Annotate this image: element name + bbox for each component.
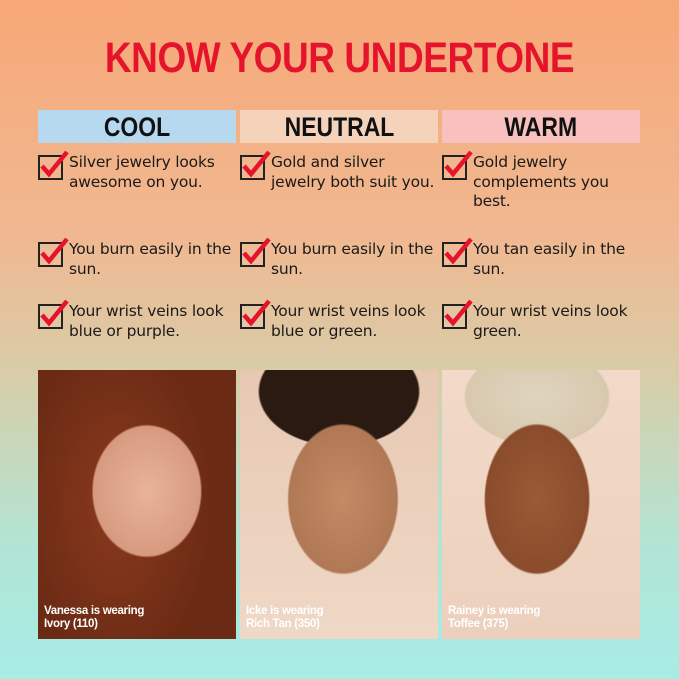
column-neutral: NEUTRAL Gold and silver jewelry both sui…: [240, 110, 438, 340]
item-text: Gold jewelry complements you best.: [473, 153, 609, 210]
column-header: NEUTRAL: [240, 110, 438, 143]
column-header-label: NEUTRAL: [284, 112, 394, 142]
photo-caption: Rainey is wearing Toffee (375): [448, 605, 540, 631]
item-text: Your wrist veins look blue or purple.: [69, 302, 224, 340]
item-text: Your wrist veins look green.: [473, 302, 628, 340]
model-photo: Icke is wearing Rich Tan (350): [240, 370, 438, 639]
list-item: Gold jewelry complements you best.: [442, 150, 642, 212]
caption-line: Icke is wearing: [246, 605, 324, 617]
column-header: WARM: [442, 110, 640, 143]
photo-caption: Vanessa is wearing Ivory (110): [44, 605, 144, 631]
checkbox-check-icon: [442, 150, 473, 180]
list-item: Gold and silver jewelry both suit you.: [240, 150, 440, 192]
list-item: Silver jewelry looks awesome on you.: [38, 150, 238, 192]
list-item: Your wrist veins look green.: [442, 299, 642, 341]
column-header-label: WARM: [504, 112, 578, 142]
item-text: Your wrist veins look blue or green.: [271, 302, 426, 340]
checkbox-check-icon: [240, 150, 271, 180]
column-header-label: COOL: [103, 112, 171, 142]
item-text: You burn easily in the sun.: [271, 240, 434, 278]
item-text: You tan easily in the sun.: [473, 240, 626, 278]
list-item: Your wrist veins look blue or purple.: [38, 299, 238, 341]
checkbox-check-icon: [442, 237, 473, 267]
list-item: You burn easily in the sun.: [38, 237, 238, 279]
caption-line: Rainey is wearing: [448, 605, 541, 617]
checkbox-check-icon: [38, 299, 69, 329]
checkbox-check-icon: [442, 299, 473, 329]
list-item: You tan easily in the sun.: [442, 237, 642, 279]
caption-shade: Toffee (375): [448, 618, 509, 630]
checkbox-check-icon: [240, 299, 271, 329]
column-header: COOL: [38, 110, 236, 143]
item-text: You burn easily in the sun.: [69, 240, 232, 278]
photo-caption: Icke is wearing Rich Tan (350): [246, 605, 324, 631]
page-title: KNOW YOUR UNDERTONE: [104, 34, 575, 82]
column-warm: WARM Gold jewelry complements you best. …: [442, 110, 640, 340]
caption-shade: Ivory (110): [44, 618, 98, 630]
caption-shade: Rich Tan (350): [246, 618, 320, 630]
column-cool: COOL Silver jewelry looks awesome on you…: [38, 110, 236, 340]
list-item: You burn easily in the sun.: [240, 237, 440, 279]
caption-line: Vanessa is wearing: [44, 605, 145, 617]
item-text: Gold and silver jewelry both suit you.: [271, 153, 435, 191]
checkbox-check-icon: [38, 150, 69, 180]
item-text: Silver jewelry looks awesome on you.: [69, 153, 215, 191]
model-photo: Vanessa is wearing Ivory (110): [38, 370, 236, 639]
list-item: Your wrist veins look blue or green.: [240, 299, 440, 341]
model-photo: Rainey is wearing Toffee (375): [442, 370, 640, 639]
checkbox-check-icon: [38, 237, 69, 267]
checkbox-check-icon: [240, 237, 271, 267]
